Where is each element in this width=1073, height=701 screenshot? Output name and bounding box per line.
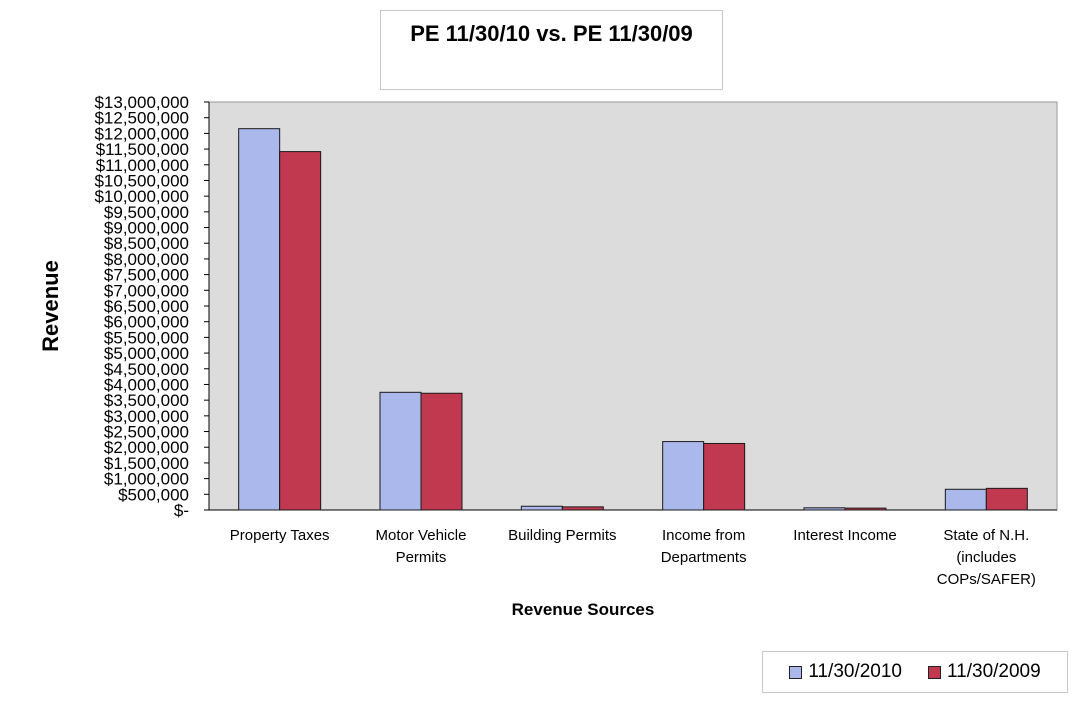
y-tick-label: $5,000,000 [104,344,189,363]
legend-swatch-series-1 [789,665,803,679]
x-tick-label: Income from [662,527,745,544]
bar-1-5 [803,507,846,511]
chart-title-box: PE 11/30/10 vs. PE 11/30/09 [380,10,723,90]
x-tick-label: Building Permits [508,527,616,544]
y-tick-label: $11,000,000 [96,156,189,175]
y-axis-title: Revenue [38,260,63,352]
y-tick-label: $1,000,000 [104,470,189,489]
bar-1-2 [379,391,422,511]
y-tick-label: $5,500,000 [104,328,189,347]
y-tick-label: $4,500,000 [104,360,189,379]
y-tick-label: $1,500,000 [104,454,189,473]
bar-2-5 [844,507,887,511]
x-tick-label: Motor Vehicle [376,527,467,544]
bar-2-2 [420,392,463,511]
bar-1-4 [662,441,705,511]
y-tick-label: $3,500,000 [104,391,189,410]
y-tick-label: $2,000,000 [104,438,189,457]
y-tick-label: $11,500,000 [96,140,189,159]
legend-item-series-1: 11/30/2010 [789,661,902,683]
x-tick-label: Permits [396,549,447,566]
y-tick-label: $8,500,000 [104,234,189,253]
bar-2-1 [279,151,322,511]
x-tick-label: Departments [661,549,747,566]
y-tick-label: $7,000,000 [104,281,189,300]
legend-label-series-1: 11/30/2010 [808,661,902,682]
plot-area [208,101,1058,511]
y-tick-label: $3,000,000 [104,407,189,426]
y-tick-label: $8,000,000 [104,250,189,269]
y-tick-label: $6,500,000 [104,297,189,316]
x-tick-label: Property Taxes [230,527,330,544]
bar-2-6 [985,487,1028,511]
legend-swatch-series-2 [928,665,941,679]
y-tick-label: $10,000,000 [94,187,189,206]
legend-item-series-2: 11/30/2009 [928,661,1041,683]
y-tick-label: $- [174,501,189,520]
bar-2-3 [561,506,604,511]
y-tick-label: $6,000,000 [104,313,189,332]
y-tick-label: $10,500,000 [94,171,189,190]
x-axis-title: Revenue Sources [512,600,655,619]
y-tick-label: $12,000,000 [94,124,189,143]
x-tick-label: State of N.H. [943,527,1029,544]
y-tick-label: $12,500,000 [94,109,189,128]
x-tick-label: (includes [956,549,1016,566]
y-tick-label: $500,000 [118,485,189,504]
bar-2-4 [703,442,746,511]
bar-1-3 [520,505,563,511]
x-tick-label: COPs/SAFER) [937,571,1036,588]
y-tick-label: $9,500,000 [104,203,189,222]
y-tick-label: $9,000,000 [104,219,189,238]
x-tick-label: Interest Income [793,527,896,544]
bar-1-1 [238,128,281,511]
y-tick-label: $2,500,000 [104,423,189,442]
chart-title: PE 11/30/10 vs. PE 11/30/09 [410,21,693,46]
y-tick-label: $7,500,000 [104,266,189,285]
y-tick-label: $13,000,000 [94,93,189,112]
legend-label-series-2: 11/30/2009 [947,661,1041,682]
bar-1-6 [944,488,987,511]
chart-legend: 11/30/2010 11/30/2009 [762,651,1068,693]
y-tick-label: $4,000,000 [104,375,189,394]
